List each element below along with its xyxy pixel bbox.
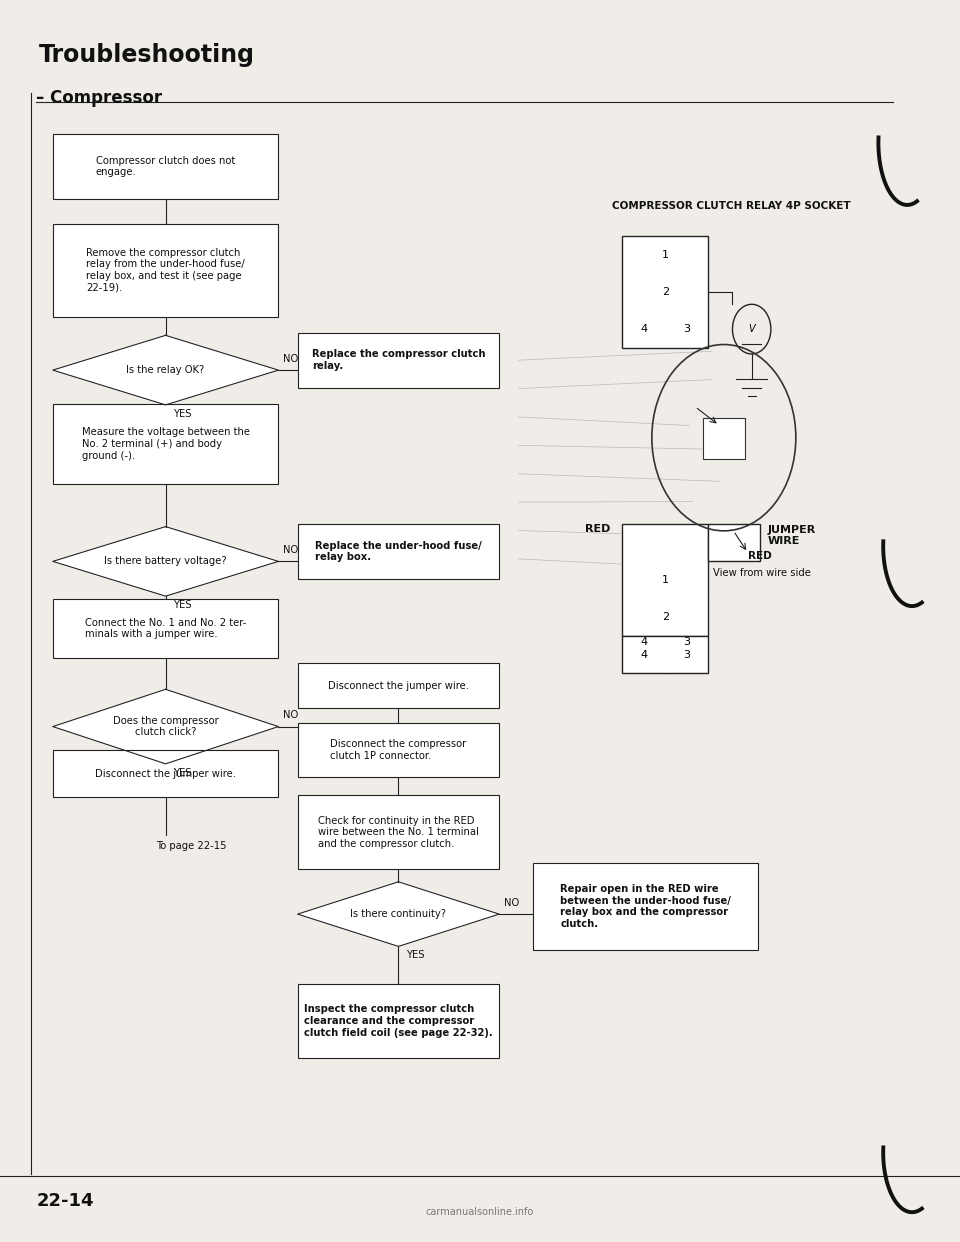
Text: Is the relay OK?: Is the relay OK?: [127, 365, 204, 375]
Text: Connect the No. 1 and No. 2 ter-
minals with a jumper wire.: Connect the No. 1 and No. 2 ter- minals …: [84, 617, 247, 640]
Text: To page 22-15: To page 22-15: [156, 841, 227, 851]
Text: 1: 1: [661, 250, 669, 260]
Text: YES: YES: [173, 768, 192, 777]
Text: carmanualsonline.info: carmanualsonline.info: [426, 1207, 534, 1217]
Text: NO: NO: [504, 898, 519, 908]
Text: Check for continuity in the RED
wire between the No. 1 terminal
and the compress: Check for continuity in the RED wire bet…: [318, 816, 479, 848]
Text: YES: YES: [173, 409, 192, 419]
FancyBboxPatch shape: [298, 723, 499, 777]
FancyBboxPatch shape: [53, 134, 278, 199]
Text: Replace the compressor clutch
relay.: Replace the compressor clutch relay.: [312, 349, 485, 371]
Text: YES: YES: [406, 950, 424, 960]
Text: YES: YES: [173, 600, 192, 610]
Text: 3: 3: [684, 650, 690, 660]
Text: V: V: [749, 324, 755, 334]
Text: RED: RED: [586, 524, 611, 534]
FancyBboxPatch shape: [622, 524, 708, 636]
FancyBboxPatch shape: [703, 417, 745, 458]
Text: NO: NO: [283, 710, 299, 720]
Text: Compressor clutch does not
engage.: Compressor clutch does not engage.: [96, 155, 235, 178]
Polygon shape: [53, 527, 278, 596]
FancyBboxPatch shape: [622, 236, 708, 348]
FancyBboxPatch shape: [533, 863, 758, 950]
Text: Repair open in the RED wire
between the under-hood fuse/
relay box and the compr: Repair open in the RED wire between the …: [561, 884, 731, 929]
Text: RED: RED: [748, 551, 772, 561]
Text: 22-14: 22-14: [36, 1192, 94, 1210]
Text: View from wire side: View from wire side: [713, 568, 811, 578]
FancyBboxPatch shape: [298, 984, 499, 1058]
FancyBboxPatch shape: [298, 333, 499, 388]
Text: 1: 1: [661, 575, 669, 585]
Text: 4: 4: [640, 650, 647, 660]
Text: NO: NO: [283, 545, 299, 555]
Text: Does the compressor
clutch click?: Does the compressor clutch click?: [112, 715, 219, 738]
Text: – Compressor: – Compressor: [36, 89, 168, 107]
FancyBboxPatch shape: [53, 750, 278, 797]
Text: JUMPER
WIRE: JUMPER WIRE: [768, 524, 816, 546]
Text: COMPRESSOR CLUTCH RELAY 4P SOCKET: COMPRESSOR CLUTCH RELAY 4P SOCKET: [612, 201, 852, 211]
Text: 2: 2: [661, 612, 669, 622]
Polygon shape: [298, 882, 499, 946]
FancyBboxPatch shape: [298, 663, 499, 708]
Polygon shape: [53, 689, 278, 764]
Text: Disconnect the compressor
clutch 1P connector.: Disconnect the compressor clutch 1P conn…: [330, 739, 467, 761]
FancyBboxPatch shape: [298, 524, 499, 579]
Text: Troubleshooting: Troubleshooting: [38, 43, 254, 67]
Text: Remove the compressor clutch
relay from the under-hood fuse/
relay box, and test: Remove the compressor clutch relay from …: [86, 247, 245, 293]
FancyBboxPatch shape: [708, 524, 760, 561]
Text: Is there continuity?: Is there continuity?: [350, 909, 446, 919]
Text: Disconnect the jumper wire.: Disconnect the jumper wire.: [328, 681, 468, 691]
Polygon shape: [53, 335, 278, 405]
FancyBboxPatch shape: [53, 224, 278, 317]
Text: Measure the voltage between the
No. 2 terminal (+) and body
ground (-).: Measure the voltage between the No. 2 te…: [82, 427, 250, 461]
Text: Is there battery voltage?: Is there battery voltage?: [105, 556, 227, 566]
Bar: [509, 323, 893, 584]
Text: 3: 3: [684, 324, 690, 334]
FancyBboxPatch shape: [53, 404, 278, 484]
Text: Disconnect the jumper wire.: Disconnect the jumper wire.: [95, 769, 236, 779]
Text: 3: 3: [684, 637, 690, 647]
FancyBboxPatch shape: [53, 599, 278, 658]
Text: NO: NO: [283, 354, 299, 364]
Text: Inspect the compressor clutch
clearance and the compressor
clutch field coil (se: Inspect the compressor clutch clearance …: [304, 1005, 492, 1037]
Text: 4: 4: [640, 637, 647, 647]
FancyBboxPatch shape: [622, 636, 708, 673]
Text: 4: 4: [640, 324, 647, 334]
FancyBboxPatch shape: [298, 795, 499, 869]
Text: Replace the under-hood fuse/
relay box.: Replace the under-hood fuse/ relay box.: [315, 540, 482, 563]
Text: 2: 2: [661, 287, 669, 297]
